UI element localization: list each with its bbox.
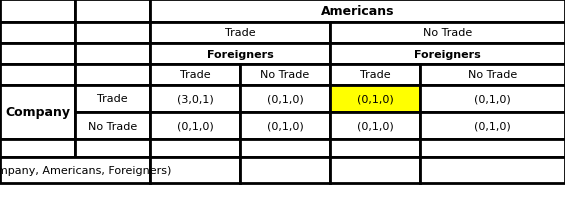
Bar [240, 112, 330, 139]
Text: Company: Company [5, 106, 70, 119]
Bar [0, 0, 75, 23]
Text: Trade: Trade [180, 70, 210, 80]
Bar [150, 23, 330, 44]
Bar [330, 85, 420, 112]
Text: Trade: Trade [360, 70, 390, 80]
Bar [75, 139, 150, 157]
Bar [420, 157, 565, 183]
Bar [420, 85, 565, 112]
Bar [75, 85, 150, 112]
Bar [330, 44, 565, 65]
Text: No Trade: No Trade [468, 70, 517, 80]
Bar [150, 112, 240, 139]
Bar [75, 44, 150, 65]
Bar [330, 23, 565, 44]
Text: (0,1,0): (0,1,0) [177, 121, 214, 131]
Text: No Trade: No Trade [423, 28, 472, 38]
Text: (Company, Americans, Foreigners): (Company, Americans, Foreigners) [0, 165, 172, 175]
Text: Foreigners: Foreigners [207, 49, 273, 59]
Bar [0, 139, 75, 157]
Bar [150, 65, 240, 85]
Bar [240, 85, 330, 112]
Text: No Trade: No Trade [88, 121, 137, 131]
Bar [240, 65, 330, 85]
Text: (0,1,0): (0,1,0) [474, 121, 511, 131]
Bar [150, 0, 565, 23]
Bar [330, 112, 420, 139]
Bar [240, 139, 330, 157]
Bar [150, 157, 240, 183]
Text: Trade: Trade [97, 94, 128, 104]
Bar [420, 112, 565, 139]
Bar [0, 85, 75, 139]
Bar [420, 65, 565, 85]
Bar [150, 44, 330, 65]
Bar [150, 85, 240, 112]
Bar [0, 157, 150, 183]
Bar [240, 157, 330, 183]
Text: Trade: Trade [225, 28, 255, 38]
Text: (0,1,0): (0,1,0) [267, 94, 303, 104]
Text: (0,1,0): (0,1,0) [474, 94, 511, 104]
Bar [75, 65, 150, 85]
Bar [330, 65, 420, 85]
Bar [420, 139, 565, 157]
Bar [150, 139, 240, 157]
Bar [330, 139, 420, 157]
Text: Americans: Americans [321, 5, 394, 18]
Bar [75, 0, 150, 23]
Text: (0,1,0): (0,1,0) [357, 94, 393, 104]
Text: (0,1,0): (0,1,0) [357, 121, 393, 131]
Bar [75, 112, 150, 139]
Bar [75, 23, 150, 44]
Text: (0,1,0): (0,1,0) [267, 121, 303, 131]
Bar [330, 157, 420, 183]
Text: (3,0,1): (3,0,1) [177, 94, 214, 104]
Bar [0, 44, 75, 65]
Bar [0, 23, 75, 44]
Text: No Trade: No Trade [260, 70, 310, 80]
Text: Foreigners: Foreigners [414, 49, 481, 59]
Bar [0, 65, 75, 85]
